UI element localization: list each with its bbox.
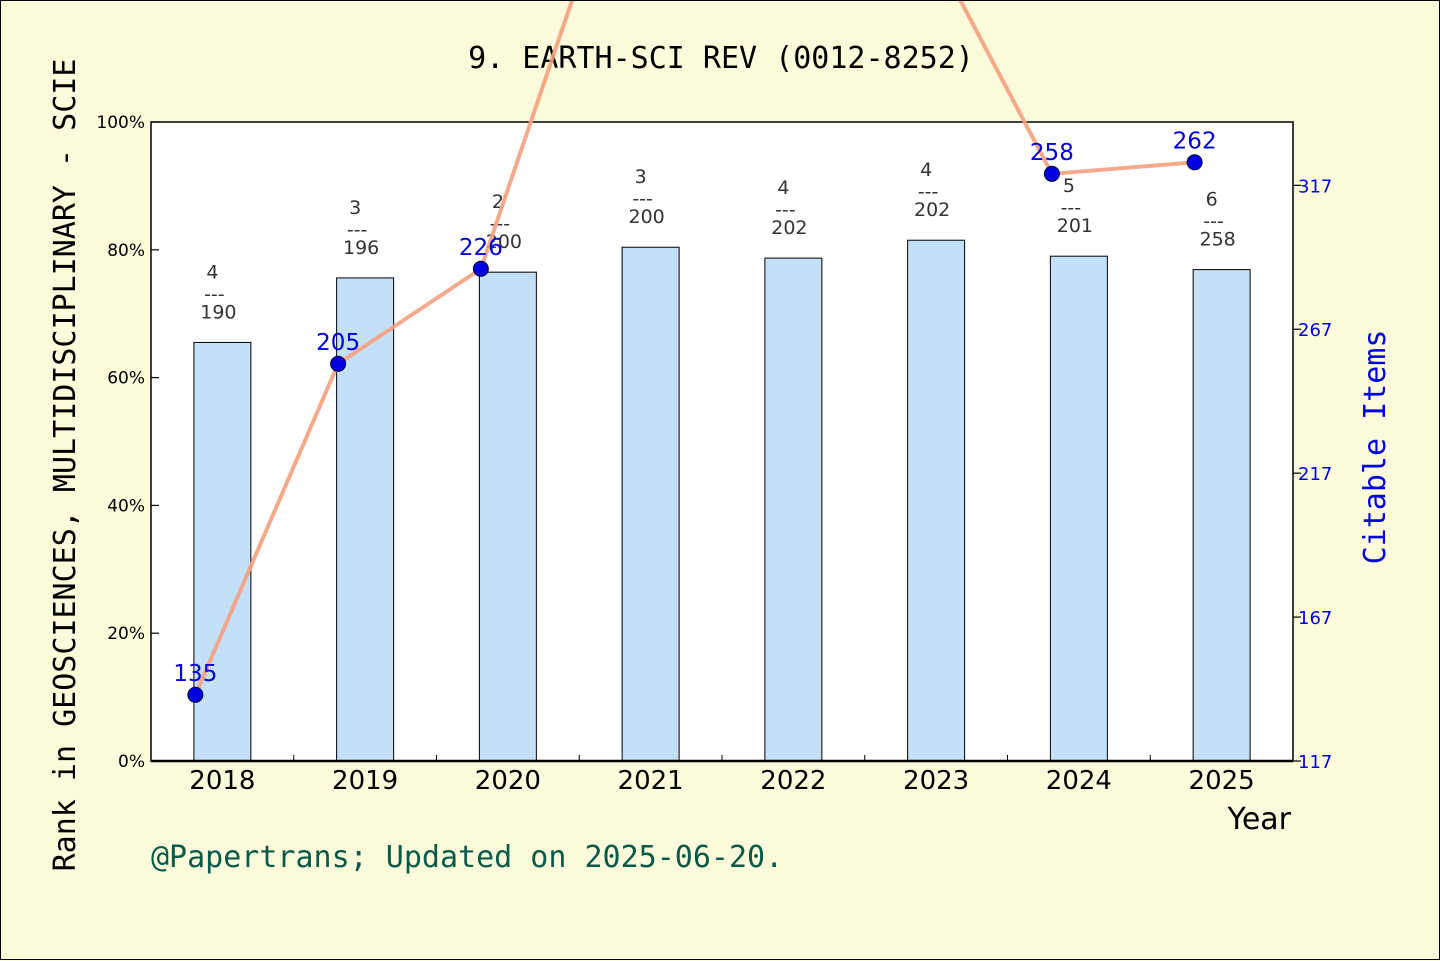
y-axis-right-label: Citable Items [1358, 330, 1393, 565]
bar-2020 [478, 271, 537, 762]
bar-2021 [621, 246, 680, 762]
footer-note: @Papertrans; Updated on 2025-06-20. [151, 840, 783, 875]
bar-label-separator: --- [775, 199, 796, 221]
line-point-label: 226 [459, 235, 503, 261]
bar-2018 [193, 341, 252, 762]
y-left-tick-label: 80% [107, 241, 145, 261]
x-axis-label: Year [1226, 802, 1291, 837]
y-left-tick-label: 100% [96, 113, 145, 133]
bar-label-separator: --- [632, 188, 653, 210]
plot-area [150, 121, 1294, 762]
bar-total-label: 202 [771, 217, 807, 239]
bar-rank-label: 3 [349, 197, 361, 219]
line-point-label: 262 [1173, 128, 1217, 154]
line-point-2019 [330, 355, 347, 372]
x-tick-label-2022: 2022 [760, 766, 826, 796]
axes: 0% 20% 40% 60% 80% 100% 117 167 217 267 317 2018 201… [96, 113, 1332, 796]
bar-rank-label: 3 [635, 166, 647, 188]
y-axis-left-label: Rank in GEOSCIENCES, MULTIDISCIPLINARY -… [48, 59, 83, 872]
line-point-2018 [187, 686, 204, 703]
x-tick-label-2019: 2019 [332, 766, 398, 796]
bar-total-label: 190 [200, 301, 236, 323]
bar-2022 [764, 257, 823, 762]
bar-total-label: 200 [628, 206, 664, 228]
bar-total-label: 258 [1199, 229, 1235, 251]
x-tick-label-2025: 2025 [1189, 766, 1255, 796]
y-left-tick-label: 60% [107, 369, 145, 389]
y-right-tick-label: 117 [1298, 752, 1332, 773]
line-point-label: 258 [1030, 140, 1074, 166]
x-tick-label-2024: 2024 [1046, 766, 1112, 796]
line-point-label: 205 [316, 330, 360, 356]
bar-2025 [1192, 269, 1251, 762]
bar-label-separator: --- [1061, 197, 1082, 219]
bar-series [193, 239, 1251, 762]
bar-label-separator: --- [1203, 211, 1224, 233]
y-right-tick-label: 267 [1298, 320, 1332, 341]
bar-label-separator: --- [347, 219, 368, 241]
bar-2023 [907, 239, 966, 762]
bar-total-label: 202 [914, 199, 950, 221]
bar-total-label: 201 [1057, 215, 1093, 237]
y-right-tick-label: 317 [1298, 176, 1332, 197]
x-tick-label-2020: 2020 [475, 766, 541, 796]
bar-labels: 4---1903---1962---2003---2004---2024---2… [200, 159, 1236, 323]
y-left-tick-label: 0% [118, 752, 145, 772]
x-tick-label-2021: 2021 [618, 766, 684, 796]
bar-total-label: 200 [486, 231, 522, 253]
line-point-label: 135 [173, 661, 217, 687]
bar-rank-label: 6 [1206, 189, 1218, 211]
y-right-tick-label: 167 [1298, 608, 1332, 629]
bar-rank-label: 4 [777, 177, 789, 199]
x-tick-label-2018: 2018 [189, 766, 255, 796]
bar-rank-label: 4 [920, 159, 932, 181]
citable-items-line [193, 1, 1195, 696]
bar-label-separator: --- [204, 283, 225, 305]
y-left-tick-label: 20% [107, 624, 145, 644]
bar-rank-label: 5 [1063, 175, 1075, 197]
x-tick-label-2023: 2023 [903, 766, 969, 796]
bar-2024 [1049, 255, 1108, 762]
bar-rank-label: 4 [206, 261, 218, 283]
line-point-2024 [1043, 165, 1060, 182]
bar-total-label: 196 [343, 237, 379, 259]
line-point-2025 [1186, 154, 1203, 171]
chart-title: 9. EARTH-SCI REV (0012-8252) [468, 41, 974, 76]
y-right-tick-label: 217 [1298, 464, 1332, 485]
y-left-tick-label: 40% [107, 496, 145, 516]
bar-label-separator: --- [918, 181, 939, 203]
line-series: 13520522632291308258262 [173, 1, 1217, 703]
line-point-2020 [472, 260, 489, 277]
